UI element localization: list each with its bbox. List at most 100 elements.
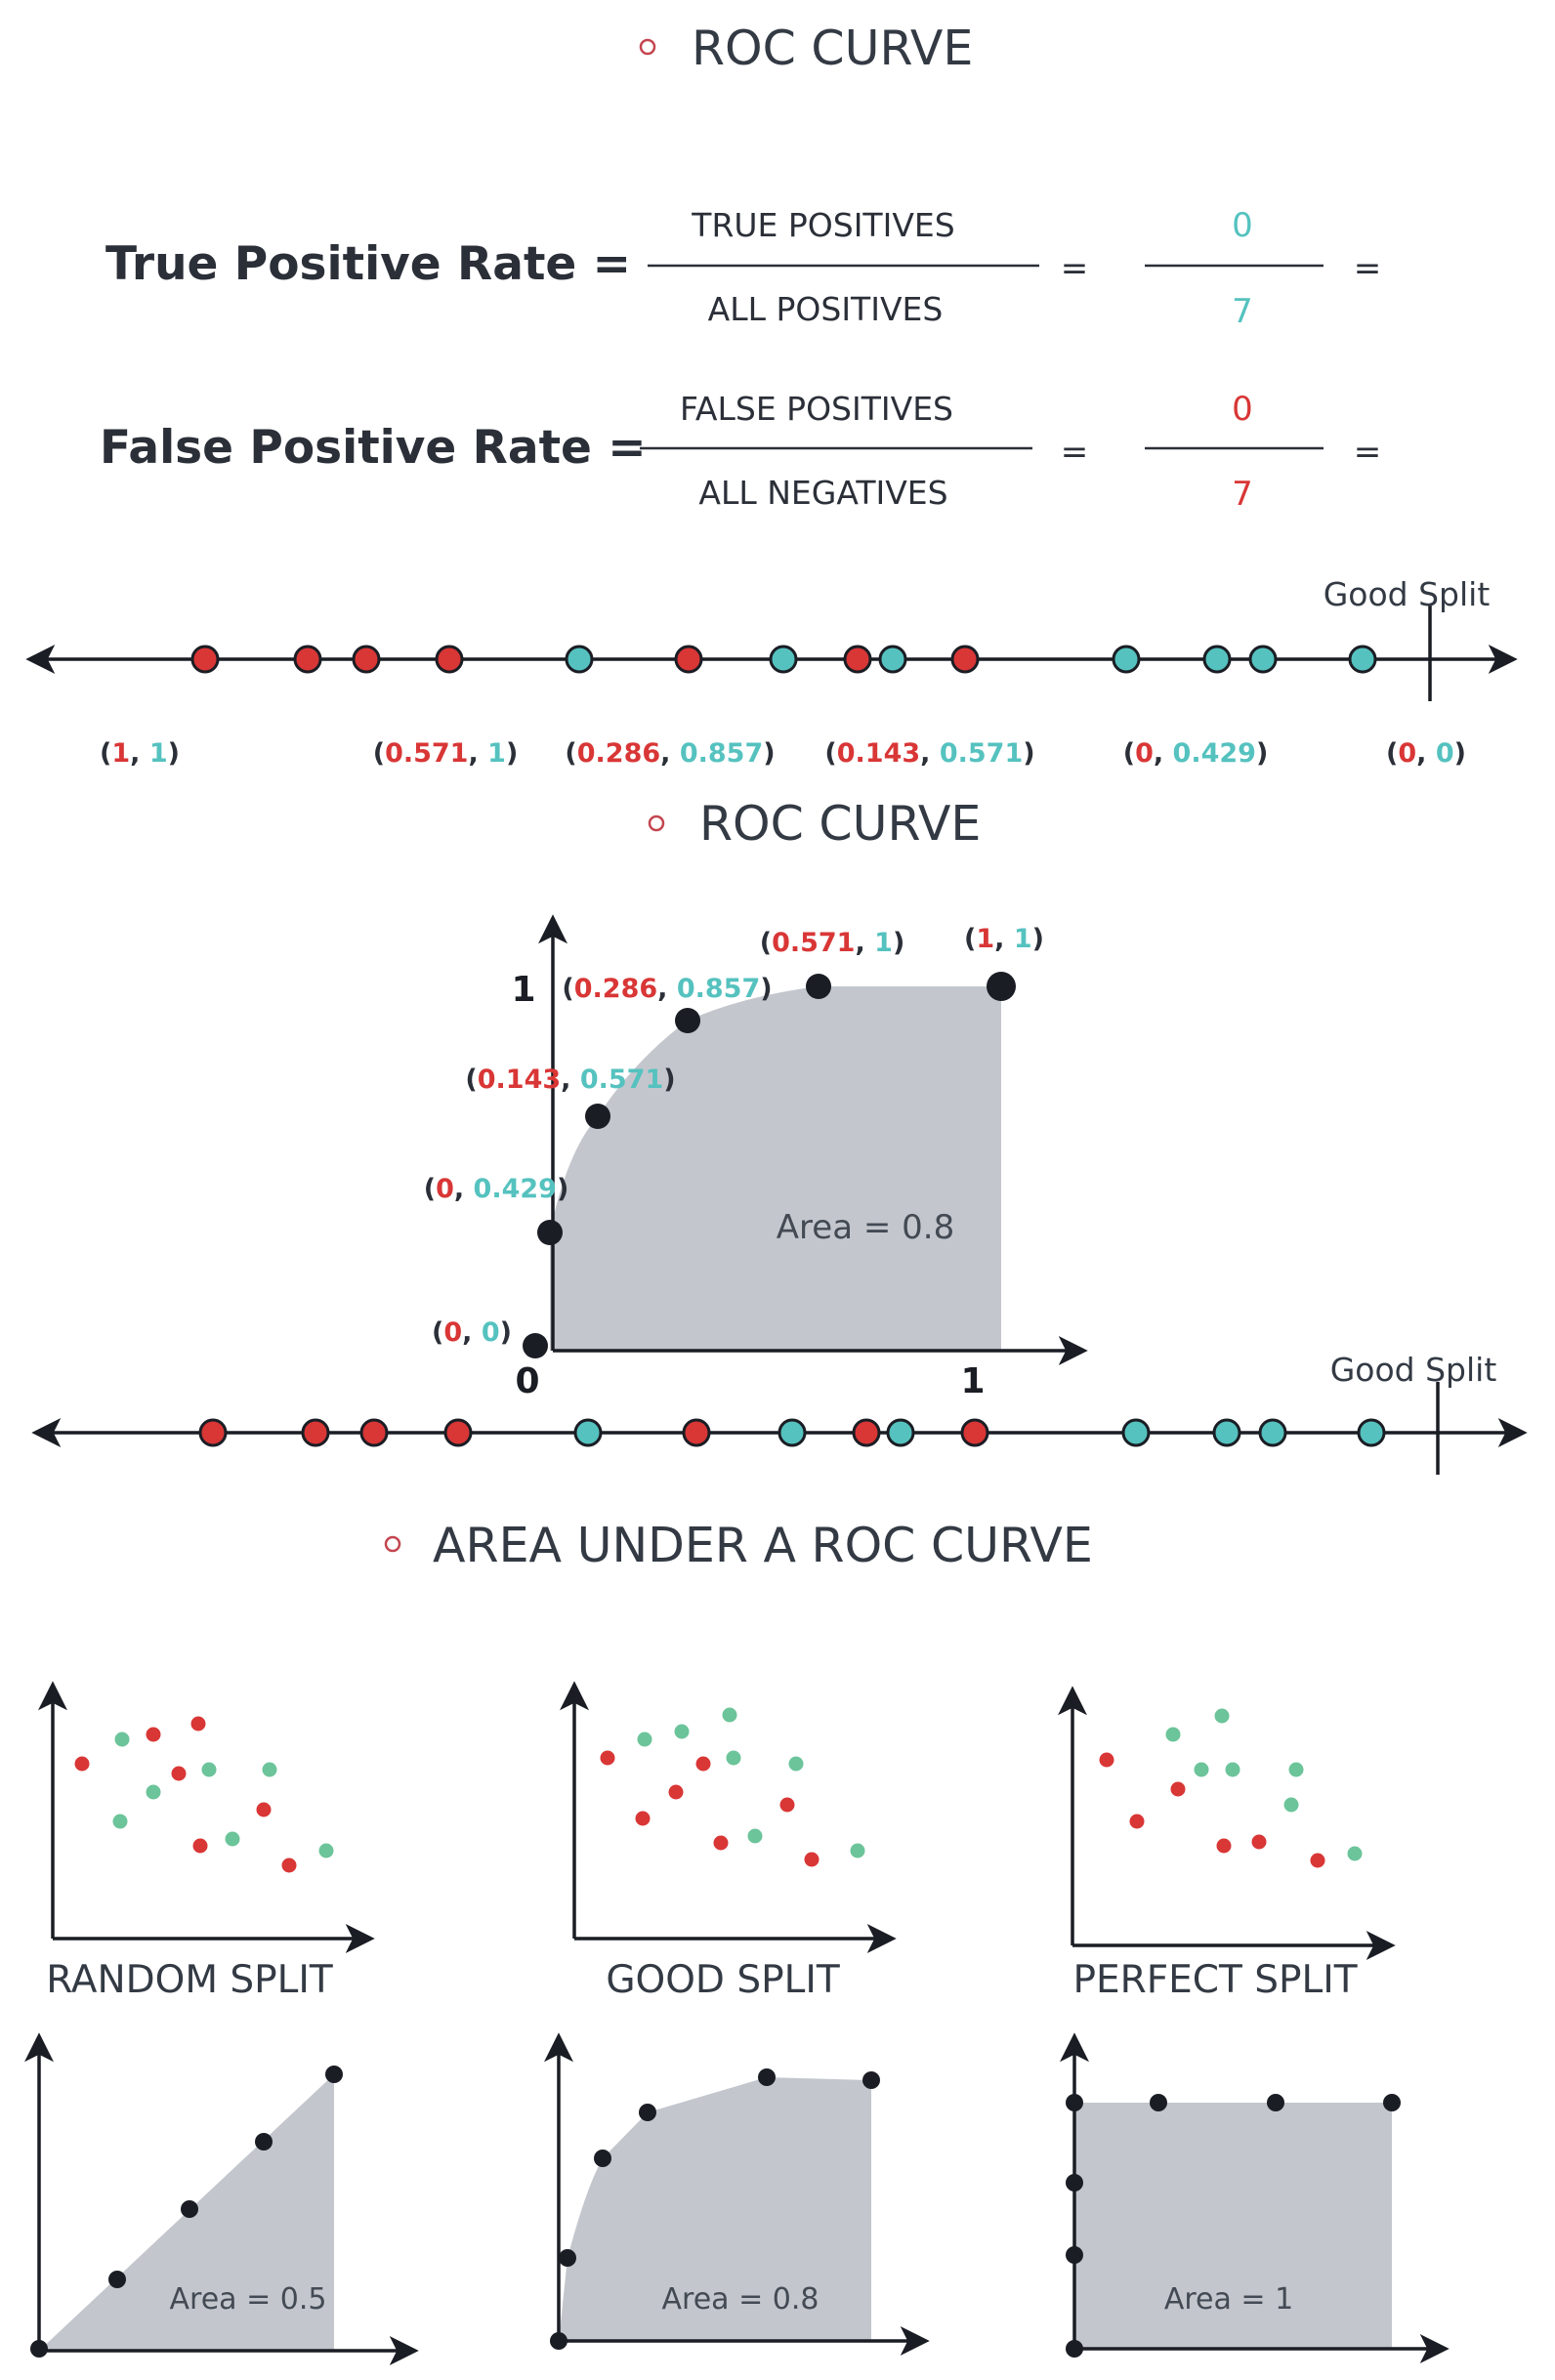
- scatter-point-red: [74, 1756, 90, 1772]
- scatter-point-red: [1170, 1781, 1186, 1797]
- number-line-point-red: [435, 645, 464, 674]
- number-line-point-red: [190, 645, 220, 674]
- fpr-equals-end: =: [1354, 433, 1382, 472]
- roc-area-label: Area = 0.8: [777, 1208, 954, 1247]
- roc-points: [523, 972, 1016, 1358]
- fpr-label: False Positive Rate =: [100, 421, 647, 475]
- roc-point: [806, 974, 831, 999]
- coordinate-label: (0.143, 0.571): [465, 1065, 675, 1095]
- number-line-point-red: [960, 1418, 989, 1447]
- number-line-1-points: [190, 645, 1377, 674]
- number-line-point-red: [293, 645, 322, 674]
- coordinate-label: (0.571, 1): [760, 928, 905, 958]
- tpr-label: True Positive Rate =: [105, 237, 631, 291]
- number-line-point-teal: [565, 645, 594, 674]
- number-line-point-teal: [1202, 645, 1232, 674]
- scatter-point-green: [674, 1724, 690, 1739]
- section-bullet-icon: [639, 38, 656, 56]
- scatter-point-green: [201, 1762, 217, 1777]
- number-line-point-red: [301, 1418, 330, 1447]
- coordinate-label: (0, 0): [432, 1317, 512, 1348]
- scatter-point-red: [713, 1835, 729, 1851]
- scatter-point-red: [779, 1797, 795, 1813]
- mini-roc-point: [1066, 2174, 1083, 2192]
- good-split-label-2: Good Split: [1330, 1351, 1497, 1389]
- scatter-point-green: [1283, 1797, 1299, 1813]
- mini-roc-point: [325, 2066, 343, 2083]
- roc-area-fill: [550, 986, 1001, 1351]
- mini-roc-perfect-area: [1074, 2103, 1392, 2349]
- number-line-point-teal: [1212, 1418, 1241, 1447]
- scatter-point-green: [318, 1843, 334, 1858]
- coordinate-label: (0, 0.429): [1123, 738, 1269, 769]
- tpr-equals: =: [1061, 249, 1089, 288]
- number-line-point-red: [852, 1418, 881, 1447]
- section-bullet-icon: [384, 1535, 401, 1553]
- mini-roc-point: [758, 2068, 776, 2086]
- mini-roc-point: [1066, 2340, 1083, 2358]
- roc-y-tick-1: 1: [511, 970, 535, 1010]
- number-line-point-teal: [1348, 645, 1377, 674]
- scatter-point-red: [1251, 1834, 1267, 1850]
- coordinate-label: (1, 1): [964, 924, 1044, 954]
- mini-roc-point: [1066, 2246, 1083, 2264]
- tpr-numerator: TRUE POSITIVES: [691, 206, 954, 244]
- roc-point-labels: (0, 0) (0, 0.429) (0.143, 0.571) (0.286, 0.…: [424, 924, 1044, 1348]
- scatter-point-red: [1129, 1814, 1145, 1829]
- scatter-point-red: [635, 1811, 651, 1826]
- scatter-point-green: [146, 1784, 161, 1800]
- roc-point: [585, 1104, 610, 1129]
- section-title-roc-2: ROC CURVE: [699, 796, 981, 852]
- scatter-point-green: [112, 1814, 128, 1829]
- scatter-point-red: [1216, 1838, 1232, 1854]
- mini-roc-point: [1267, 2094, 1284, 2111]
- number-line-point-red: [843, 645, 872, 674]
- mini-roc-good-area-label: Area = 0.8: [662, 2282, 820, 2317]
- roc-x-tick-1: 1: [960, 1361, 985, 1401]
- coordinate-label: (0, 0.429): [424, 1174, 569, 1204]
- roc-origin-tick: 0: [515, 1361, 539, 1401]
- mini-roc-point: [108, 2271, 126, 2288]
- random-split-label: RANDOM SPLIT: [46, 1958, 333, 2002]
- scatter-point-green: [788, 1756, 804, 1772]
- number-line-point-teal: [1248, 645, 1278, 674]
- mini-roc-point: [594, 2150, 611, 2167]
- scatter-point-green: [726, 1750, 741, 1766]
- roc-point: [675, 1008, 700, 1033]
- mini-roc-point: [30, 2340, 48, 2358]
- number-line-point-red: [352, 645, 381, 674]
- number-line-point-red: [443, 1418, 473, 1447]
- fpr-denominator: ALL NEGATIVES: [698, 474, 947, 512]
- number-line-1-coordinates: (1, 1) (0.571, 1) (0.286, 0.857) (0.143, 0.…: [100, 738, 1466, 769]
- scatter-point-green: [114, 1732, 130, 1747]
- scatter-point-green: [722, 1707, 737, 1723]
- scatter-point-red: [171, 1766, 187, 1781]
- roc-point: [987, 972, 1016, 1001]
- scatter-point-red: [256, 1802, 272, 1817]
- scatter-point-red: [804, 1852, 820, 1867]
- fpr-equals: =: [1061, 433, 1089, 472]
- coordinate-label: (0.286, 0.857): [562, 974, 772, 1004]
- mini-roc-perfect-area-label: Area = 1: [1164, 2282, 1293, 2317]
- number-line-point-teal: [778, 1418, 807, 1447]
- mini-roc-point: [550, 2332, 567, 2350]
- number-line-point-teal: [1258, 1418, 1287, 1447]
- scatter-point-green: [1288, 1762, 1304, 1777]
- mini-roc-point: [1066, 2094, 1083, 2111]
- section-title-roc-1: ROC CURVE: [692, 21, 973, 76]
- scatter-point-red: [190, 1716, 206, 1732]
- number-line-point-teal: [886, 1418, 915, 1447]
- scatter-point-red: [668, 1784, 684, 1800]
- scatter-point-green: [1194, 1762, 1209, 1777]
- perfect-split-label: PERFECT SPLIT: [1072, 1958, 1357, 2002]
- scatter-point-green: [637, 1732, 652, 1747]
- fpr-value-numerator: 0: [1232, 390, 1253, 429]
- coordinate-label: (0, 0): [1386, 738, 1466, 769]
- scatter-panel-good: [560, 1681, 897, 1953]
- scatter-point-green: [1347, 1846, 1363, 1861]
- number-line-point-teal: [573, 1418, 603, 1447]
- tpr-value-numerator: 0: [1232, 206, 1253, 245]
- mini-roc-random-area-label: Area = 0.5: [170, 2282, 327, 2317]
- scatter-point-red: [281, 1858, 297, 1873]
